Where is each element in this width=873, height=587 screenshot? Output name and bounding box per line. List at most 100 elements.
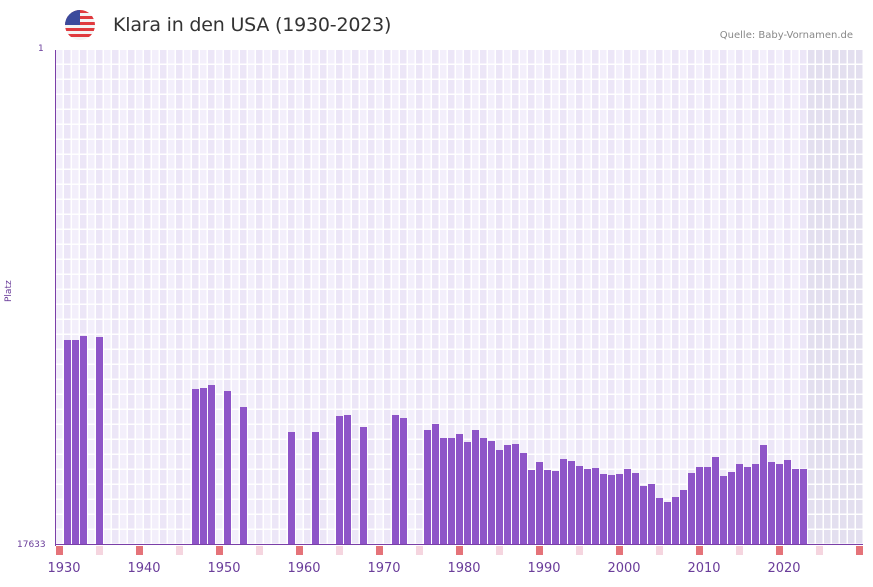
bar-1972[interactable] (400, 418, 407, 545)
decade-marker (136, 546, 143, 555)
x-tick-2010: 2010 (687, 561, 721, 576)
bar-1979[interactable] (456, 434, 463, 545)
bar-1977[interactable] (440, 438, 447, 545)
bar-2010[interactable] (704, 466, 711, 545)
decade-marker (576, 546, 583, 555)
bar-1986[interactable] (512, 444, 519, 545)
bar-1978[interactable] (448, 438, 455, 545)
bar-2009[interactable] (696, 466, 703, 545)
x-tick-1990: 1990 (527, 561, 561, 576)
bar-1992[interactable] (560, 458, 567, 545)
bar-2001[interactable] (632, 473, 639, 545)
bar-1946[interactable] (192, 389, 199, 545)
bar-1932[interactable] (80, 336, 87, 545)
bar-1930[interactable] (64, 340, 71, 545)
bar-1983[interactable] (488, 441, 495, 545)
decade-marker (96, 546, 103, 555)
decade-marker (536, 546, 543, 555)
bar-1958[interactable] (288, 432, 295, 545)
bar-1948[interactable] (208, 385, 215, 545)
bar-2015[interactable] (744, 466, 751, 545)
bar-1984[interactable] (496, 450, 503, 545)
bar-1976[interactable] (432, 424, 439, 545)
bar-2002[interactable] (640, 486, 647, 545)
bar-2016[interactable] (752, 463, 759, 545)
bar-1997[interactable] (600, 473, 607, 545)
bar-2017[interactable] (760, 445, 767, 545)
bar-1961[interactable] (312, 432, 319, 545)
x-tick-1930: 1930 (47, 561, 81, 576)
x-axis-line (55, 544, 863, 545)
x-tick-1970: 1970 (367, 561, 401, 576)
bar-1982[interactable] (480, 438, 487, 545)
decade-marker (416, 546, 423, 555)
bar-2005[interactable] (664, 502, 671, 545)
bar-1952[interactable] (240, 407, 247, 545)
bar-2000[interactable] (624, 468, 631, 545)
bar-1994[interactable] (576, 465, 583, 545)
decade-marker (336, 546, 343, 555)
decade-markers (56, 546, 863, 555)
plot-area (56, 50, 863, 545)
decade-marker (296, 546, 303, 555)
bar-1987[interactable] (520, 453, 527, 545)
grid (56, 50, 863, 544)
decade-marker (776, 546, 783, 555)
bar-1988[interactable] (528, 470, 535, 545)
bar-2004[interactable] (656, 497, 663, 545)
bar-1991[interactable] (552, 471, 559, 545)
bar-1989[interactable] (536, 462, 543, 545)
bar-1990[interactable] (544, 470, 551, 545)
x-tick-1980: 1980 (447, 561, 481, 576)
bar-2020[interactable] (784, 460, 791, 545)
bar-1993[interactable] (568, 460, 575, 545)
bar-1965[interactable] (344, 415, 351, 545)
x-tick-1960: 1960 (287, 561, 321, 576)
y-tick-bottom: 17633 (17, 540, 46, 550)
decade-marker (216, 546, 223, 555)
bar-1980[interactable] (464, 442, 471, 545)
decade-marker (736, 546, 743, 555)
bar-1947[interactable] (200, 388, 207, 545)
decade-marker (456, 546, 463, 555)
y-axis-line (55, 50, 56, 546)
decade-marker (176, 546, 183, 555)
bar-1964[interactable] (336, 416, 343, 545)
bar-1934[interactable] (96, 337, 103, 545)
bar-1975[interactable] (424, 430, 431, 545)
y-tick-top: 1 (38, 44, 44, 54)
bar-2018[interactable] (768, 462, 775, 545)
source-credit: Quelle: Baby-Vornamen.de (719, 30, 853, 41)
bar-2014[interactable] (736, 463, 743, 545)
decade-marker (816, 546, 823, 555)
decade-marker (56, 546, 63, 555)
bar-2022[interactable] (800, 468, 807, 545)
x-tick-2020: 2020 (767, 561, 801, 576)
bar-2007[interactable] (680, 490, 687, 545)
bar-2008[interactable] (688, 473, 695, 545)
bar-1998[interactable] (608, 474, 615, 545)
bar-2003[interactable] (648, 484, 655, 545)
decade-marker (376, 546, 383, 555)
decade-marker (696, 546, 703, 555)
bar-1999[interactable] (616, 473, 623, 545)
bar-2013[interactable] (728, 471, 735, 545)
bar-2021[interactable] (792, 468, 799, 545)
decade-marker (256, 546, 263, 555)
bar-2019[interactable] (776, 463, 783, 545)
y-axis-title: Platz (4, 280, 14, 302)
decade-marker (656, 546, 663, 555)
bar-1971[interactable] (392, 415, 399, 545)
bar-1967[interactable] (360, 427, 367, 545)
usa-flag-icon (65, 10, 95, 40)
bar-2012[interactable] (720, 476, 727, 545)
x-tick-2000: 2000 (607, 561, 641, 576)
bar-1985[interactable] (504, 445, 511, 545)
bar-2006[interactable] (672, 497, 679, 545)
bar-1996[interactable] (592, 468, 599, 545)
bar-1931[interactable] (72, 340, 79, 545)
bar-1981[interactable] (472, 430, 479, 545)
bar-2011[interactable] (712, 457, 719, 545)
bar-1950[interactable] (224, 391, 231, 545)
bar-1995[interactable] (584, 468, 591, 545)
